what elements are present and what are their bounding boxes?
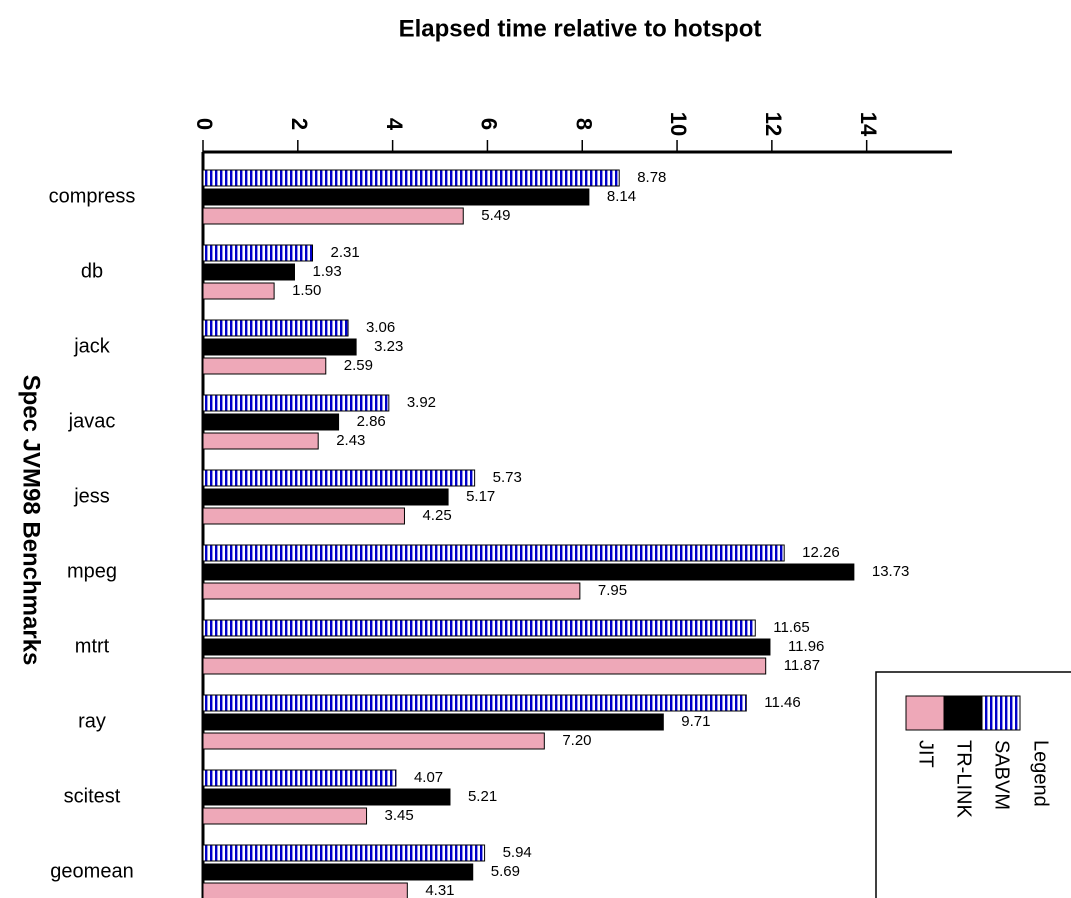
x-tick-label: 0 bbox=[192, 118, 217, 130]
value-label: 3.06 bbox=[366, 319, 395, 336]
y-tick-label: db bbox=[81, 260, 103, 282]
x-tick-label: 8 bbox=[571, 118, 596, 130]
value-label: 12.26 bbox=[802, 544, 840, 561]
bar bbox=[202, 544, 785, 562]
bar bbox=[202, 882, 408, 898]
x-tick-label: 2 bbox=[287, 118, 312, 130]
y-axis-label: Spec JVM98 Benchmarks bbox=[18, 375, 45, 666]
bar bbox=[202, 713, 664, 731]
bar bbox=[202, 694, 747, 712]
value-label: 2.43 bbox=[336, 432, 365, 449]
legend-label: JIT bbox=[915, 740, 937, 768]
legend-title: Legend bbox=[1030, 740, 1052, 807]
value-label: 2.86 bbox=[357, 413, 386, 430]
bar bbox=[202, 788, 451, 806]
y-tick-label: geomean bbox=[50, 860, 133, 882]
bar bbox=[202, 394, 390, 412]
bar bbox=[202, 319, 349, 337]
bar bbox=[202, 638, 771, 656]
bar bbox=[202, 657, 767, 675]
y-tick-label: mtrt bbox=[75, 635, 110, 657]
x-tick-label: 10 bbox=[666, 112, 691, 136]
bar bbox=[202, 563, 855, 581]
x-tick-label: 12 bbox=[761, 112, 786, 136]
chart-title: Elapsed time relative to hotspot bbox=[399, 15, 762, 42]
y-tick-label: compress bbox=[49, 185, 136, 207]
bar bbox=[202, 769, 397, 787]
value-label: 3.23 bbox=[374, 338, 403, 355]
legend-swatch bbox=[943, 695, 983, 731]
y-tick-label: javac bbox=[68, 410, 116, 432]
bar bbox=[202, 507, 405, 525]
bar bbox=[202, 169, 620, 187]
legend-swatch bbox=[981, 695, 1021, 731]
bar bbox=[202, 469, 476, 487]
legend-swatch bbox=[905, 695, 945, 731]
legend-label: SABVM bbox=[991, 740, 1013, 810]
value-label: 8.78 bbox=[637, 169, 666, 186]
bar bbox=[202, 619, 756, 637]
legend-label: TR-LINK bbox=[953, 740, 975, 818]
value-label: 5.21 bbox=[468, 788, 497, 805]
value-label: 11.46 bbox=[764, 694, 800, 711]
x-tick-label: 6 bbox=[477, 118, 502, 130]
value-label: 4.07 bbox=[414, 769, 443, 786]
bar bbox=[202, 807, 368, 825]
value-label: 5.69 bbox=[491, 863, 520, 880]
bar bbox=[202, 207, 464, 225]
value-label: 1.93 bbox=[312, 263, 341, 280]
x-tick-label: 14 bbox=[856, 112, 881, 137]
value-label: 2.59 bbox=[344, 357, 373, 374]
value-label: 3.45 bbox=[385, 807, 414, 824]
value-label: 11.87 bbox=[784, 657, 820, 674]
bar bbox=[202, 282, 275, 300]
y-tick-label: mpeg bbox=[67, 560, 117, 582]
value-label: 8.14 bbox=[607, 188, 636, 205]
value-label: 4.25 bbox=[422, 507, 451, 524]
x-tick-label: 4 bbox=[382, 118, 407, 131]
value-label: 4.31 bbox=[425, 882, 454, 898]
value-label: 1.50 bbox=[292, 282, 321, 299]
y-tick-label: scitest bbox=[64, 785, 121, 807]
bar bbox=[202, 244, 314, 262]
bar bbox=[202, 188, 590, 206]
y-tick-label: jack bbox=[73, 335, 111, 357]
bar bbox=[202, 863, 474, 881]
bar bbox=[202, 844, 486, 862]
value-label: 5.17 bbox=[466, 488, 495, 505]
value-label: 11.96 bbox=[788, 638, 824, 655]
bar bbox=[202, 338, 357, 356]
value-label: 13.73 bbox=[872, 563, 910, 580]
bar bbox=[202, 357, 327, 375]
bar bbox=[202, 432, 319, 450]
value-label: 7.20 bbox=[562, 732, 591, 749]
y-tick-label: jess bbox=[73, 485, 110, 507]
bar bbox=[202, 413, 340, 431]
y-tick-label: ray bbox=[78, 710, 106, 732]
value-label: 7.95 bbox=[598, 582, 627, 599]
bar bbox=[202, 263, 295, 281]
value-label: 5.73 bbox=[493, 469, 522, 486]
value-label: 5.49 bbox=[481, 207, 510, 224]
value-label: 11.65 bbox=[773, 619, 809, 636]
value-label: 2.31 bbox=[331, 244, 360, 261]
bar bbox=[202, 582, 581, 600]
value-label: 3.92 bbox=[407, 394, 436, 411]
bar bbox=[202, 732, 545, 750]
value-label: 9.71 bbox=[681, 713, 710, 730]
value-label: 5.94 bbox=[503, 844, 532, 861]
bar bbox=[202, 488, 449, 506]
